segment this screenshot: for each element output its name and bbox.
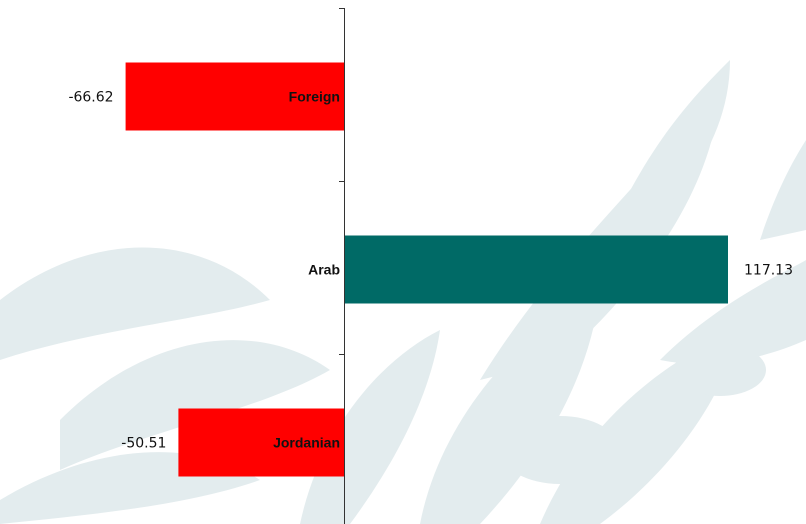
category-label-jordanian: Jordanian <box>273 435 340 451</box>
category-label-arab: Arab <box>308 262 340 278</box>
bar-arab <box>344 235 728 304</box>
value-label-foreign: -66.62 <box>68 90 113 106</box>
value-label-jordanian: -50.51 <box>121 436 166 452</box>
value-label-arab: 117.13 <box>744 263 793 279</box>
bar-foreign <box>125 62 345 131</box>
category-label-foreign: Foreign <box>289 89 340 105</box>
bar-jordanian <box>178 408 344 477</box>
